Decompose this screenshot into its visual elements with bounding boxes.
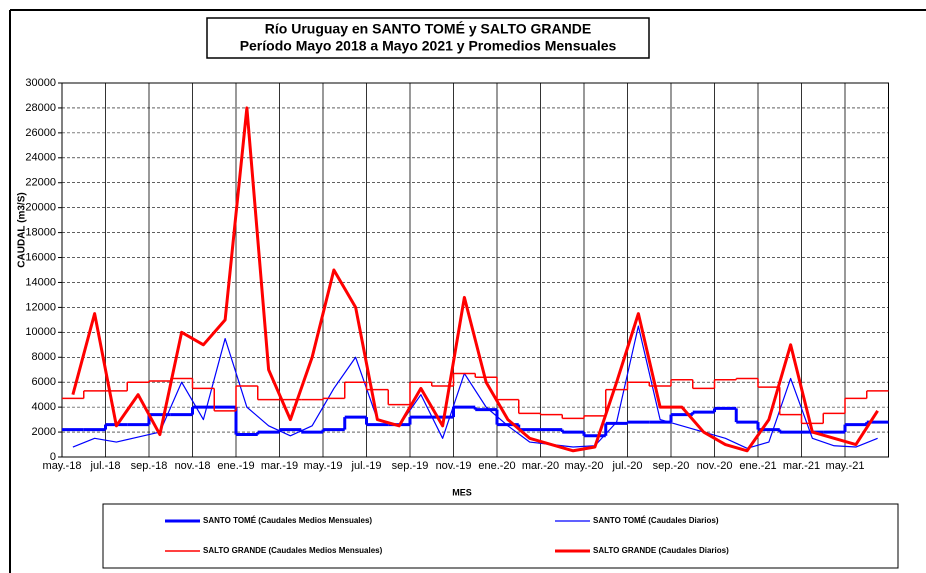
y-tick-label: 22000 — [25, 177, 56, 189]
x-tick-label: sep.-20 — [653, 460, 690, 472]
series-line — [71, 106, 879, 453]
x-tick-label: ene.-21 — [739, 460, 776, 472]
x-axis-label: MES — [452, 487, 472, 497]
y-tick-label: 6000 — [32, 376, 56, 388]
x-tick-label: may.-19 — [304, 460, 343, 472]
legend-label: SANTO TOMÉ (Caudales Medios Mensuales) — [203, 516, 372, 525]
x-tick-label: sep.-18 — [131, 460, 168, 472]
x-tick-label: jul.-19 — [351, 460, 382, 472]
x-tick-label: nov.-20 — [697, 460, 733, 472]
legend-label: SANTO TOMÉ (Caudales Diarios) — [593, 516, 719, 525]
y-tick-label: 28000 — [25, 102, 56, 114]
plot-area — [61, 82, 889, 458]
y-tick-label: 2000 — [32, 426, 56, 438]
x-tick-label: mar.-19 — [261, 460, 298, 472]
chart-title: Río Uruguay en SANTO TOMÉ y SALTO GRANDE — [265, 21, 591, 37]
y-tick-label: 16000 — [25, 251, 56, 263]
y-tick-label: 26000 — [25, 127, 56, 139]
y-tick-label: 14000 — [25, 276, 56, 288]
y-tick-label: 24000 — [25, 152, 56, 164]
y-tick-label: 20000 — [25, 202, 56, 214]
x-tick-label: may.-20 — [565, 460, 604, 472]
x-tick-label: mar.-20 — [522, 460, 559, 472]
x-tick-label: nov.-19 — [436, 460, 472, 472]
x-tick-label: sep.-19 — [392, 460, 429, 472]
y-tick-label: 0 — [50, 451, 56, 463]
y-tick-label: 4000 — [32, 401, 56, 413]
y-tick-label: 12000 — [25, 301, 56, 313]
x-tick-label: jul.-18 — [90, 460, 121, 472]
title-box — [206, 17, 650, 59]
legend-box — [102, 503, 899, 569]
x-tick-label: mar.-21 — [783, 460, 820, 472]
x-tick-label: jul.-20 — [612, 460, 643, 472]
y-axis-label: CAUDAL (m3/S) — [17, 192, 28, 267]
y-tick-label: 8000 — [32, 351, 56, 363]
x-tick-label: may.-18 — [43, 460, 82, 472]
x-tick-label: ene.-20 — [478, 460, 515, 472]
y-tick-label: 30000 — [25, 77, 56, 89]
legend-label: SALTO GRANDE (Caudales Diarios) — [593, 546, 729, 555]
y-tick-label: 10000 — [25, 326, 56, 338]
y-tick-label: 18000 — [25, 227, 56, 239]
series-line — [72, 325, 878, 449]
chart-subtitle: Período Mayo 2018 a Mayo 2021 y Promedio… — [240, 38, 617, 54]
x-tick-label: nov.-18 — [175, 460, 211, 472]
x-tick-label: ene.-19 — [217, 460, 254, 472]
x-tick-label: may.-21 — [826, 460, 865, 472]
legend-label: SALTO GRANDE (Caudales Medios Mensuales) — [203, 546, 383, 555]
